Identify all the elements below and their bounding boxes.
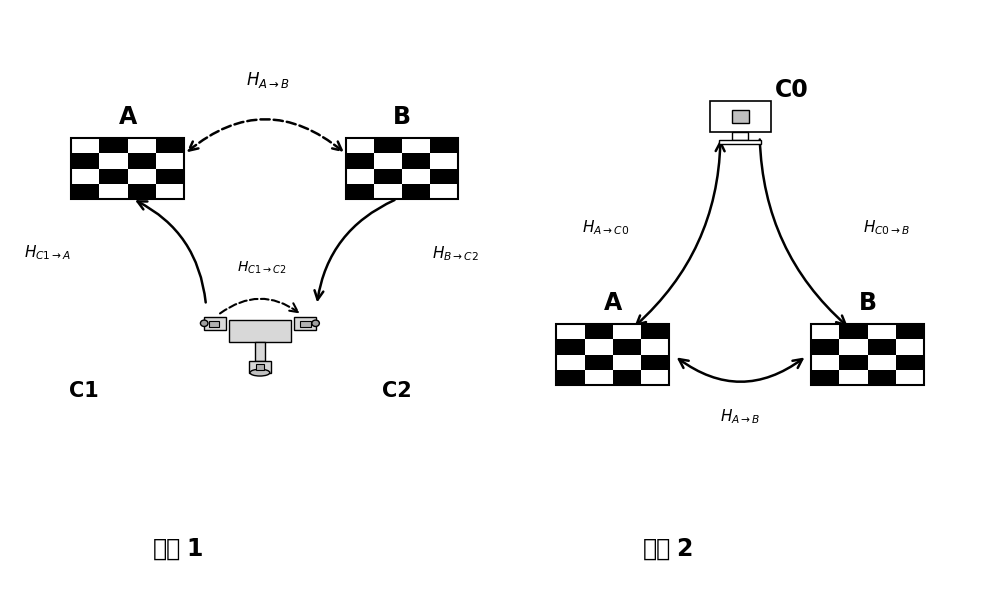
Bar: [839, 355, 868, 370]
FancyArrowPatch shape: [220, 299, 298, 314]
Bar: [710, 101, 771, 132]
Bar: [300, 321, 311, 327]
Text: 2: 2: [676, 537, 693, 561]
FancyArrowPatch shape: [315, 200, 395, 299]
Bar: [204, 317, 226, 330]
Bar: [374, 138, 402, 154]
Ellipse shape: [200, 320, 208, 327]
Bar: [613, 370, 641, 385]
Text: $H_{C1\rightarrow A}$: $H_{C1\rightarrow A}$: [24, 244, 71, 262]
Bar: [71, 138, 184, 199]
Bar: [346, 184, 374, 199]
Ellipse shape: [312, 320, 319, 327]
Text: 阶段: 阶段: [153, 537, 182, 561]
Bar: [402, 154, 430, 168]
Text: B: B: [393, 106, 411, 129]
Text: A: A: [118, 106, 137, 129]
FancyArrowPatch shape: [636, 142, 725, 325]
Bar: [128, 154, 156, 168]
Text: A: A: [604, 291, 622, 315]
Text: C2: C2: [382, 381, 412, 401]
Bar: [294, 317, 316, 330]
Bar: [128, 184, 156, 199]
Bar: [719, 140, 761, 144]
Bar: [732, 132, 748, 140]
Bar: [641, 355, 669, 370]
Bar: [613, 339, 641, 355]
Bar: [99, 138, 128, 154]
Bar: [732, 110, 749, 123]
Bar: [99, 168, 128, 184]
Text: 1: 1: [186, 537, 203, 561]
Text: 阶段: 阶段: [643, 537, 672, 561]
Bar: [556, 324, 669, 385]
Bar: [556, 339, 585, 355]
Text: B: B: [858, 291, 876, 315]
Bar: [255, 342, 265, 361]
Bar: [374, 168, 402, 184]
Bar: [556, 370, 585, 385]
Bar: [896, 324, 924, 339]
Bar: [156, 168, 184, 184]
Ellipse shape: [250, 369, 270, 376]
Bar: [402, 184, 430, 199]
Text: $H_{C1\rightarrow C2}$: $H_{C1\rightarrow C2}$: [237, 260, 287, 276]
Text: $H_{A\rightarrow C0}$: $H_{A\rightarrow C0}$: [582, 219, 630, 237]
Bar: [430, 168, 458, 184]
Bar: [868, 370, 896, 385]
Text: C0: C0: [774, 78, 808, 102]
Bar: [346, 138, 458, 199]
Bar: [71, 154, 99, 168]
Text: $H_{A\rightarrow B}$: $H_{A\rightarrow B}$: [720, 407, 760, 426]
FancyArrowPatch shape: [189, 119, 342, 151]
Bar: [896, 355, 924, 370]
Text: $H_{A\rightarrow B}$: $H_{A\rightarrow B}$: [246, 70, 290, 90]
Bar: [430, 138, 458, 154]
FancyArrowPatch shape: [679, 359, 802, 382]
Bar: [209, 321, 219, 327]
Bar: [249, 361, 271, 372]
Bar: [585, 324, 613, 339]
Bar: [156, 138, 184, 154]
Text: $H_{C0\rightarrow B}$: $H_{C0\rightarrow B}$: [863, 219, 911, 237]
FancyArrowPatch shape: [137, 202, 206, 302]
Bar: [811, 370, 839, 385]
Bar: [585, 355, 613, 370]
Bar: [346, 154, 374, 168]
FancyArrowPatch shape: [760, 139, 846, 325]
Bar: [641, 324, 669, 339]
Bar: [256, 365, 264, 369]
Bar: [868, 339, 896, 355]
Bar: [229, 320, 291, 342]
Bar: [839, 324, 868, 339]
Text: $H_{B\rightarrow C2}$: $H_{B\rightarrow C2}$: [432, 245, 479, 263]
Bar: [811, 324, 924, 385]
Bar: [71, 184, 99, 199]
Bar: [811, 339, 839, 355]
Text: C1: C1: [69, 381, 98, 401]
